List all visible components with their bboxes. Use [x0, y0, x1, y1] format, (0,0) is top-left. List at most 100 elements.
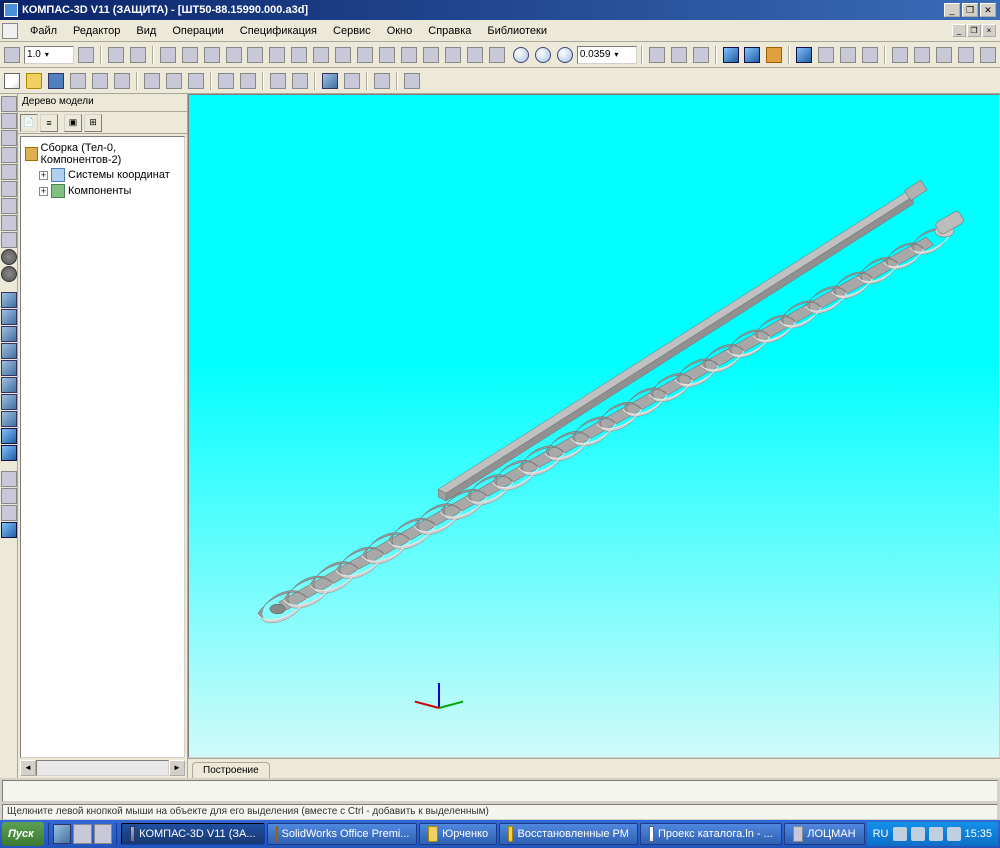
tb-paste-icon[interactable]	[186, 71, 206, 91]
tb-t7[interactable]	[289, 45, 309, 65]
mdi-restore[interactable]: ❐	[967, 24, 981, 37]
task-solidworks[interactable]: SolidWorks Office Premi...	[267, 823, 417, 845]
expand-icon[interactable]: +	[39, 187, 48, 196]
tb-new-icon[interactable]	[2, 71, 22, 91]
viewport[interactable]	[188, 94, 1000, 758]
task-folder2[interactable]: Восстановленные РМ	[499, 823, 638, 845]
tray-3-icon[interactable]	[929, 827, 943, 841]
scroll-left[interactable]: ◄	[20, 760, 36, 776]
coord-combo[interactable]: 0.0359	[577, 46, 637, 64]
scale-combo[interactable]: 1.0	[24, 46, 74, 64]
tb-r3-icon[interactable]	[934, 45, 954, 65]
tb-t9[interactable]	[333, 45, 353, 65]
tb-view2-icon[interactable]	[742, 45, 762, 65]
lt-23-icon[interactable]	[1, 488, 17, 504]
task-lotsman[interactable]: ЛОЦМАН	[784, 823, 865, 845]
scroll-right[interactable]: ►	[169, 760, 185, 776]
tb-r1-icon[interactable]	[890, 45, 910, 65]
tb-open-icon[interactable]	[24, 71, 44, 91]
tb-shade2-icon[interactable]	[816, 45, 836, 65]
lt-19-icon[interactable]	[1, 411, 17, 427]
lt-10-icon[interactable]	[1, 249, 17, 265]
clock[interactable]: 15:35	[965, 828, 993, 840]
lt-8-icon[interactable]	[1, 215, 17, 231]
mdi-close[interactable]: ×	[982, 24, 996, 37]
tb-view3-icon[interactable]	[764, 45, 784, 65]
lt-11-icon[interactable]	[1, 266, 17, 282]
tb-zoomwin-icon[interactable]	[511, 45, 531, 65]
task-kompas[interactable]: КОМПАС-3D V11 (ЗА...	[121, 823, 264, 845]
tb-u2-icon[interactable]	[290, 71, 310, 91]
lt-7-icon[interactable]	[1, 198, 17, 214]
tb-redo[interactable]	[128, 45, 148, 65]
tb-t16[interactable]	[487, 45, 507, 65]
lt-16-icon[interactable]	[1, 360, 17, 376]
tb-r2-icon[interactable]	[912, 45, 932, 65]
tb-t4[interactable]	[224, 45, 244, 65]
tb-t1[interactable]	[158, 45, 178, 65]
tree-tab-2[interactable]: ≡	[40, 114, 58, 132]
lt-14-icon[interactable]	[1, 326, 17, 342]
minimize-button[interactable]: _	[944, 3, 960, 17]
lt-13-icon[interactable]	[1, 309, 17, 325]
tb-t6[interactable]	[267, 45, 287, 65]
tb-lib-icon[interactable]	[320, 71, 340, 91]
tb-var-icon[interactable]	[342, 71, 362, 91]
tb-cut-icon[interactable]	[142, 71, 162, 91]
tray-1-icon[interactable]	[893, 827, 907, 841]
tb-e2-icon[interactable]	[238, 71, 258, 91]
tree-tab-3[interactable]: ▣	[64, 114, 82, 132]
tb-pan-icon[interactable]	[647, 45, 667, 65]
tb-fx-icon[interactable]	[372, 71, 392, 91]
lt-5-icon[interactable]	[1, 164, 17, 180]
tb-t10[interactable]	[355, 45, 375, 65]
lt-22-icon[interactable]	[1, 471, 17, 487]
close-button[interactable]: ✕	[980, 3, 996, 17]
tb-t11[interactable]	[377, 45, 397, 65]
lt-9-icon[interactable]	[1, 232, 17, 248]
tb-save-icon[interactable]	[46, 71, 66, 91]
tb-t8[interactable]	[311, 45, 331, 65]
lt-1-icon[interactable]	[1, 96, 17, 112]
tb-refresh-icon[interactable]	[691, 45, 711, 65]
maximize-button[interactable]: ❐	[962, 3, 978, 17]
scroll-track[interactable]	[36, 760, 169, 776]
lt-2-icon[interactable]	[1, 113, 17, 129]
menu-spec[interactable]: Спецификация	[232, 23, 325, 39]
expand-icon[interactable]: +	[39, 171, 48, 180]
lt-6-icon[interactable]	[1, 181, 17, 197]
tb-shade1-icon[interactable]	[794, 45, 814, 65]
menu-window[interactable]: Окно	[379, 23, 421, 39]
tb-zoom-dd[interactable]	[76, 45, 96, 65]
tb-rotate-icon[interactable]	[669, 45, 689, 65]
tb-preview-icon[interactable]	[90, 71, 110, 91]
tree-root[interactable]: Сборка (Тел-0, Компонентов-2)	[25, 141, 180, 167]
tb-view1-icon[interactable]	[721, 45, 741, 65]
tray-4-icon[interactable]	[947, 827, 961, 841]
tb-r4-icon[interactable]	[956, 45, 976, 65]
menu-operations[interactable]: Операции	[164, 23, 231, 39]
vp-tab-build[interactable]: Построение	[192, 762, 270, 778]
tb-undo[interactable]	[106, 45, 126, 65]
tb-t2[interactable]	[180, 45, 200, 65]
tb-t3[interactable]	[202, 45, 222, 65]
lt-4-icon[interactable]	[1, 147, 17, 163]
tb-u1-icon[interactable]	[268, 71, 288, 91]
lt-21-icon[interactable]	[1, 445, 17, 461]
ql-2-icon[interactable]	[73, 824, 92, 844]
menu-view[interactable]: Вид	[128, 23, 164, 39]
lt-24-icon[interactable]	[1, 505, 17, 521]
tb-e1-icon[interactable]	[216, 71, 236, 91]
lt-15-icon[interactable]	[1, 343, 17, 359]
tb-t12[interactable]	[399, 45, 419, 65]
tree-components[interactable]: + Компоненты	[39, 183, 180, 199]
ql-1-icon[interactable]	[53, 824, 72, 844]
lt-3-icon[interactable]	[1, 130, 17, 146]
tree-tab-4[interactable]: ⊞	[84, 114, 102, 132]
menu-edit[interactable]: Редактор	[65, 23, 128, 39]
tb-r5-icon[interactable]	[978, 45, 998, 65]
tb-select[interactable]	[2, 45, 22, 65]
menu-libraries[interactable]: Библиотеки	[479, 23, 555, 39]
menu-file[interactable]: Файл	[22, 23, 65, 39]
tb-props-icon[interactable]	[112, 71, 132, 91]
